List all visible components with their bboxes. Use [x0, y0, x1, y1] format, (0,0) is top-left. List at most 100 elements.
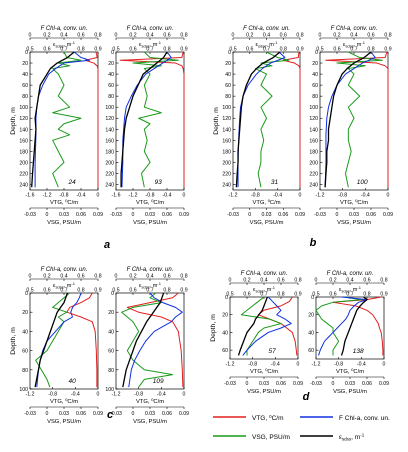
y-tick-label: 120 [222, 116, 231, 122]
y-tick-label: 220 [222, 171, 231, 177]
bottom-tick-label-vtg: -1.2 [226, 362, 235, 368]
eps-symbol: ε [53, 283, 56, 289]
top-axis-fchl-title: F Chl-a, conv. un. [127, 26, 174, 32]
bottom-tick-label-vtg: -0.4 [77, 193, 86, 199]
top-tick-label-eps: 0.6 [129, 47, 136, 53]
top-tick-label-fchl: 0.8 [180, 274, 187, 280]
top-tick-label-fchl: 0.8 [384, 33, 391, 39]
top-tick-label-eps: 0.6 [333, 47, 340, 53]
bottom-tick-label-vtg: -1.2 [26, 392, 35, 398]
bottom-tick-label-vtg: 0 [383, 362, 386, 368]
depth-axis-label: Depth, m [10, 327, 17, 355]
top-tick-label-fchl: 0 [29, 274, 32, 280]
y-tick-label: 220 [105, 171, 114, 177]
series-eps-line [324, 51, 372, 188]
bottom-tick-label-vsg: -0.03 [110, 212, 122, 218]
eps-unit: , m [64, 42, 72, 48]
top-axis-fchl-title: F Chl-a, conv. un. [331, 26, 378, 32]
y-tick-label: 0 [311, 295, 314, 301]
top-tick-label-fchl: 0.2 [43, 33, 50, 39]
y-tick-label: 0 [228, 50, 231, 56]
top-tick-label-eps: 0.6 [246, 47, 253, 53]
eps-sup: -1 [71, 40, 75, 45]
series-eps-line [31, 51, 75, 188]
y-tick-label: 0 [111, 50, 114, 56]
bottom-tick-label-vsg: -0.03 [224, 381, 236, 387]
top-tick-label-eps: 0.9 [384, 47, 391, 53]
bottom-tick-label-vtg: -0.8 [338, 193, 347, 199]
eps-unit: , m [354, 42, 362, 48]
top-tick-label-eps: 0.9 [180, 47, 187, 53]
top-tick-label-eps: 0.9 [380, 292, 387, 298]
y-tick-label: 100 [19, 105, 28, 111]
series-eps-line [34, 292, 69, 388]
panel-93: 0 20 40 60 80 100 120 140 160 180 200 220 240 0 0.2 0.4… [105, 26, 189, 226]
top-tick-label-fchl: 0.6 [363, 278, 370, 284]
bottom-tick-label-vtg: -1.6 [26, 193, 35, 199]
top-tick-label-fchl: 0 [29, 33, 32, 39]
y-tick-label: 180 [309, 149, 318, 155]
series-fchl-line [318, 296, 368, 356]
top-tick-label-eps: 0.5 [312, 292, 319, 298]
bottom-tick-label-vsg: 0.09 [293, 381, 303, 387]
y-tick-label: 60 [108, 349, 114, 355]
bottom-tick-label-vsg: 0.09 [93, 411, 103, 417]
eps-sub: sdss [142, 285, 150, 290]
y-tick-label: 60 [22, 349, 28, 355]
top-axis-fchl-title: F Chl-a, conv. un. [243, 26, 290, 32]
bottom-tick-label-vtg: -1.6 [112, 193, 121, 199]
top-axis-eps-title: εsdss, m-1 [53, 281, 76, 290]
series-vsg-line [52, 51, 82, 188]
bottom-tick-label-vtg: 0 [97, 193, 100, 199]
top-tick-label-eps: 0.5 [229, 47, 236, 53]
bottom-tick-label-vsg: 0.09 [379, 381, 389, 387]
y-tick-label: 0 [225, 295, 228, 301]
top-tick-label-fchl: 0.4 [350, 33, 357, 39]
top-tick-label-eps: 0.8 [280, 47, 287, 53]
y-tick-label: 100 [105, 387, 114, 393]
y-tick-label: 160 [19, 138, 28, 144]
panel-frame [29, 292, 99, 390]
series-vsg-line [35, 292, 70, 388]
y-tick-label: 120 [105, 116, 114, 122]
bottom-tick-label-vsg: -0.03 [314, 212, 326, 218]
top-tick-label-fchl: 0.6 [277, 278, 284, 284]
y-tick-label: 140 [19, 127, 28, 133]
bottom-tick-label-vtg: -0.4 [357, 362, 366, 368]
bottom-axis-vtg-title: VTG, ⁰C/m [50, 398, 78, 405]
bottom-tick-label-vsg: 0.06 [362, 381, 372, 387]
eps-symbol: ε [53, 42, 56, 48]
eps-sup: -1 [271, 285, 275, 290]
y-tick-label: 200 [222, 160, 231, 166]
top-tick-label-fchl: 0 [319, 33, 322, 39]
series-fchl-line [324, 51, 376, 188]
y-tick-label: 100 [222, 105, 231, 111]
series-fchl-line [121, 51, 172, 188]
eps-symbol: ε [139, 42, 142, 48]
eps-unit: , m [64, 283, 72, 289]
top-tick-label-fchl: 0 [315, 278, 318, 284]
legend-eps-sub: sdss [342, 437, 352, 442]
top-tick-label-eps: 0.7 [263, 47, 270, 53]
eps-sub: sdss [256, 289, 264, 294]
top-tick-label-eps: 0.9 [180, 288, 187, 294]
series-vsg-line [132, 51, 179, 188]
bottom-tick-label-vtg: -1.2 [229, 193, 238, 199]
eps-symbol: ε [343, 42, 346, 48]
top-tick-label-eps: 0.8 [77, 47, 84, 53]
top-tick-label-fchl: 0.6 [367, 33, 374, 39]
bottom-tick-label-vtg: -0.4 [157, 392, 166, 398]
y-tick-label: 80 [108, 94, 114, 100]
y-tick-label: 20 [225, 61, 231, 67]
top-tick-label-fchl: 0.6 [163, 33, 170, 39]
eps-unit: , m [264, 287, 272, 293]
series-fchl-line [128, 292, 183, 388]
panel-frame [232, 51, 301, 191]
top-tick-label-eps: 0.9 [94, 288, 101, 294]
y-tick-label: 40 [222, 330, 228, 336]
bottom-tick-label-vtg: -1.2 [312, 362, 321, 368]
bottom-tick-label-vtg: -0.8 [251, 193, 260, 199]
top-axis-eps-title: εsdss, m-1 [139, 281, 162, 290]
y-tick-label: 100 [105, 105, 114, 111]
